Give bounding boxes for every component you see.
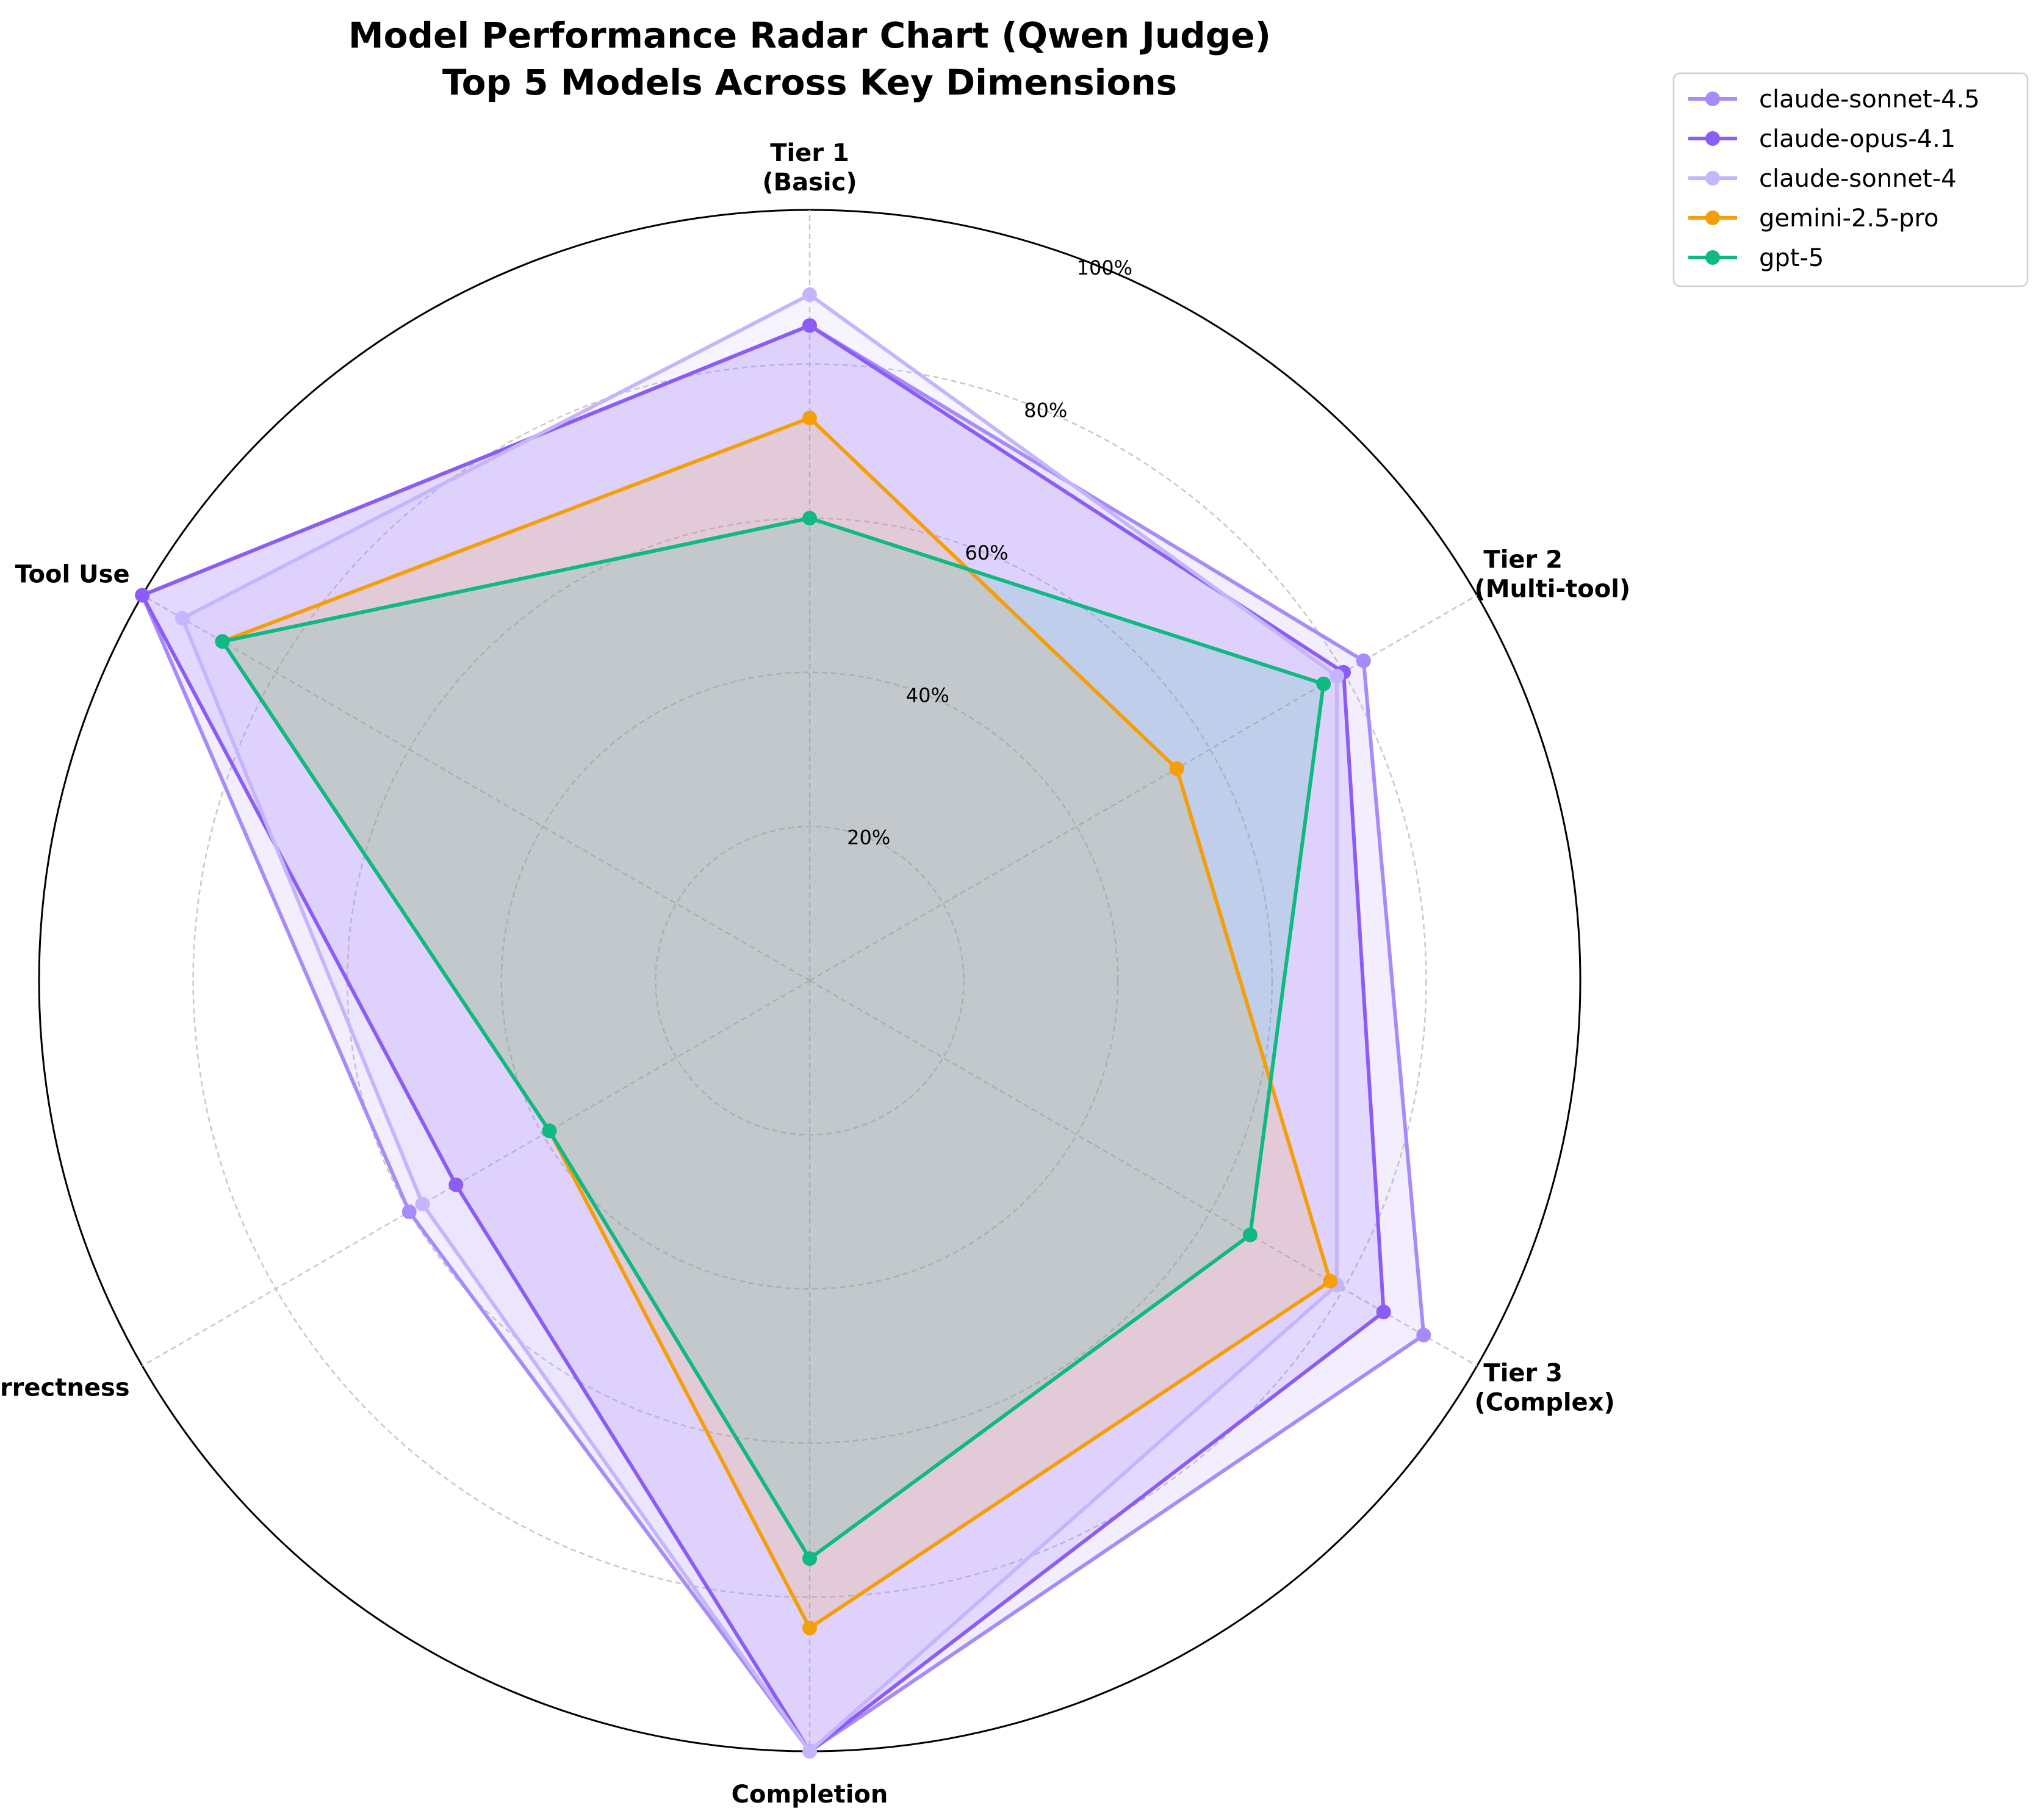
legend-marker bbox=[1705, 211, 1720, 225]
axis-label-line2: (Basic) bbox=[762, 168, 857, 196]
axis-label: Tool Use bbox=[15, 561, 130, 589]
radial-gridline bbox=[500, 671, 1119, 1290]
series-fill bbox=[142, 325, 1424, 1751]
data-point bbox=[542, 1123, 557, 1139]
radial-tick-label: 80% bbox=[1024, 399, 1067, 422]
data-point bbox=[401, 1204, 417, 1219]
data-point bbox=[1416, 1327, 1431, 1342]
legend-entry: gpt-5 bbox=[1759, 244, 1824, 272]
data-point bbox=[1169, 761, 1184, 776]
axis-label-line2: (Complex) bbox=[1474, 1389, 1614, 1417]
series-fills bbox=[142, 294, 1424, 1752]
radial-tick-label: 60% bbox=[965, 541, 1008, 564]
legend: claude-sonnet-4.5 claude-opus-4.1 claude-s… bbox=[1672, 72, 2029, 287]
series-fill bbox=[142, 325, 1384, 1751]
data-point bbox=[802, 411, 817, 426]
axis-label-line2: (Multi-tool) bbox=[1474, 575, 1630, 603]
axis-label: Tier 2 bbox=[1483, 546, 1563, 574]
data-point bbox=[1330, 669, 1345, 684]
radial-tick-label: 20% bbox=[847, 826, 890, 849]
data-point bbox=[1323, 1273, 1338, 1289]
data-point bbox=[415, 1197, 430, 1212]
legend-marker bbox=[1705, 171, 1720, 186]
legend-entry: claude-opus-4.1 bbox=[1759, 125, 1956, 153]
axis-label: Tier 1 bbox=[770, 139, 849, 167]
data-point bbox=[1316, 676, 1331, 691]
radial-tick-label: 100% bbox=[1077, 256, 1132, 279]
series-fill bbox=[182, 294, 1337, 1752]
data-point bbox=[1242, 1227, 1258, 1242]
data-point bbox=[802, 1620, 817, 1635]
angular-gridline bbox=[142, 979, 810, 1367]
chart-subtitle: Top 5 Models Across Key Dimensions bbox=[442, 62, 1177, 103]
legend-marker bbox=[1705, 92, 1720, 106]
data-point bbox=[802, 1551, 817, 1566]
series-fill bbox=[222, 518, 1324, 1559]
axis-label: Correctness bbox=[0, 1374, 130, 1402]
axis-label: Tier 3 bbox=[1483, 1360, 1563, 1388]
series-lines bbox=[135, 287, 1431, 1759]
radial-gridline bbox=[655, 826, 965, 1136]
angular-gridline bbox=[809, 979, 1478, 1367]
chart-title: Model Performance Radar Chart (Qwen Judg… bbox=[348, 15, 1271, 56]
data-point bbox=[802, 511, 817, 526]
legend-entry: claude-sonnet-4 bbox=[1759, 165, 1957, 193]
legend-box bbox=[1672, 72, 2029, 287]
legend-entry: gemini-2.5-pro bbox=[1759, 204, 1938, 232]
data-point bbox=[448, 1177, 464, 1192]
axis-label: Completion bbox=[732, 1781, 888, 1809]
data-point bbox=[215, 634, 230, 649]
axis-labels: 20% 40% 60% 80% 100% Tier 1(Basic) Tier 2(Mult… bbox=[0, 139, 1630, 1809]
data-point bbox=[802, 318, 817, 333]
angular-gridline bbox=[142, 594, 810, 982]
legend-entry: claude-sonnet-4.5 bbox=[1759, 85, 1980, 113]
radial-tick-label: 40% bbox=[906, 683, 949, 707]
legend-marker bbox=[1705, 250, 1720, 265]
data-point bbox=[135, 588, 150, 603]
data-point bbox=[802, 1744, 817, 1759]
data-point bbox=[175, 611, 190, 626]
data-point bbox=[1376, 1305, 1391, 1320]
data-point bbox=[1356, 653, 1371, 668]
legend-marker bbox=[1705, 131, 1720, 146]
series-fill bbox=[222, 418, 1331, 1628]
data-point bbox=[802, 287, 817, 302]
